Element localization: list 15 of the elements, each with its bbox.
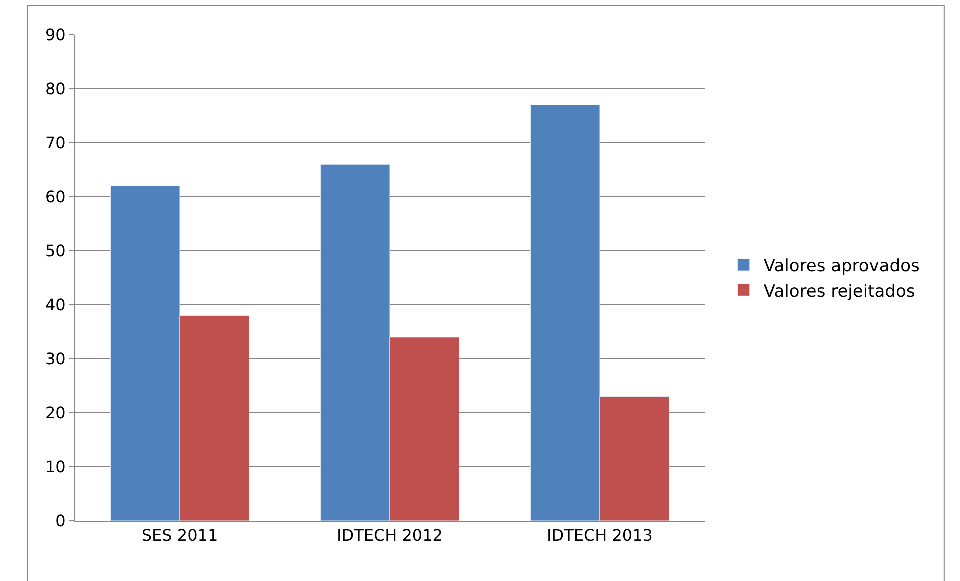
y-tick-label: 30 [45, 350, 66, 369]
y-tick-label: 50 [45, 242, 66, 261]
y-tick-label: 40 [45, 296, 66, 315]
y-tick-label: 10 [45, 458, 66, 477]
x-tick-label: IDTECH 2012 [337, 526, 443, 546]
x-tick-label: IDTECH 2013 [547, 526, 653, 546]
y-tick-label: 70 [45, 134, 66, 153]
y-tick-label: 20 [45, 404, 66, 423]
y-tick-label: 90 [45, 26, 66, 45]
y-tick-label: 0 [56, 512, 66, 531]
y-tick-label: 60 [45, 188, 66, 207]
y-tick-label: 80 [45, 80, 66, 99]
x-tick-label: SES 2011 [142, 526, 218, 546]
legend-label: Valores rejeitados [764, 282, 916, 302]
legend-label: Valores aprovados [764, 256, 920, 277]
